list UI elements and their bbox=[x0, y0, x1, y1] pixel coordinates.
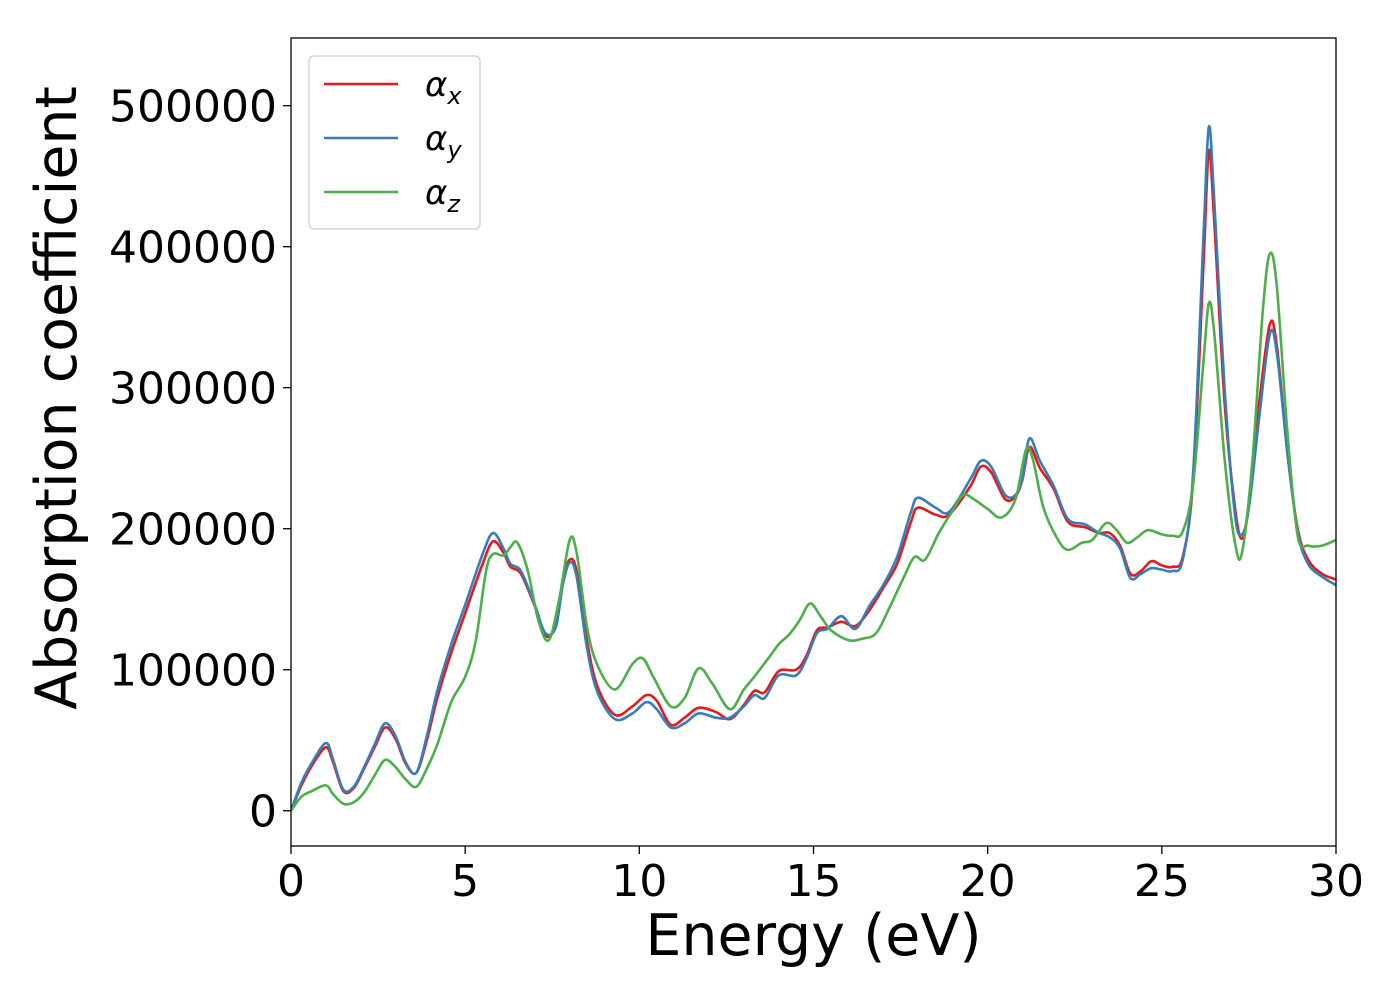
y-axis-title: Absorption coefficient bbox=[24, 86, 90, 710]
x-tick-label: 30 bbox=[1308, 856, 1364, 907]
legend: αx αy αz bbox=[308, 55, 481, 230]
y-tick-label: 0 bbox=[249, 787, 277, 838]
x-tick-label: 10 bbox=[611, 856, 667, 907]
x-axis-title: Energy (eV) bbox=[645, 903, 981, 969]
y-tick-label: 400000 bbox=[109, 223, 277, 274]
series-line-z bbox=[291, 251, 1336, 812]
series-line-y bbox=[291, 124, 1336, 812]
x-tick-label: 20 bbox=[960, 856, 1016, 907]
legend-box bbox=[308, 55, 481, 230]
series-lines bbox=[291, 124, 1336, 812]
y-tick-label: 500000 bbox=[109, 82, 277, 133]
legend-label-z: αz bbox=[425, 173, 461, 218]
y-tick-label: 200000 bbox=[109, 505, 277, 556]
legend-label-y: αy bbox=[425, 119, 462, 164]
y-tick-label: 300000 bbox=[109, 364, 277, 415]
axis-ticks: 0 5 10 15 20 25 30 0 100000 200000 300000 400000 500… bbox=[109, 82, 1364, 907]
legend-label-x: αx bbox=[425, 65, 462, 110]
x-tick-label: 15 bbox=[786, 856, 842, 907]
y-tick-label: 100000 bbox=[109, 646, 277, 697]
x-tick-label: 25 bbox=[1134, 856, 1190, 907]
x-tick-label: 5 bbox=[451, 856, 479, 907]
x-tick-label: 0 bbox=[277, 856, 305, 907]
